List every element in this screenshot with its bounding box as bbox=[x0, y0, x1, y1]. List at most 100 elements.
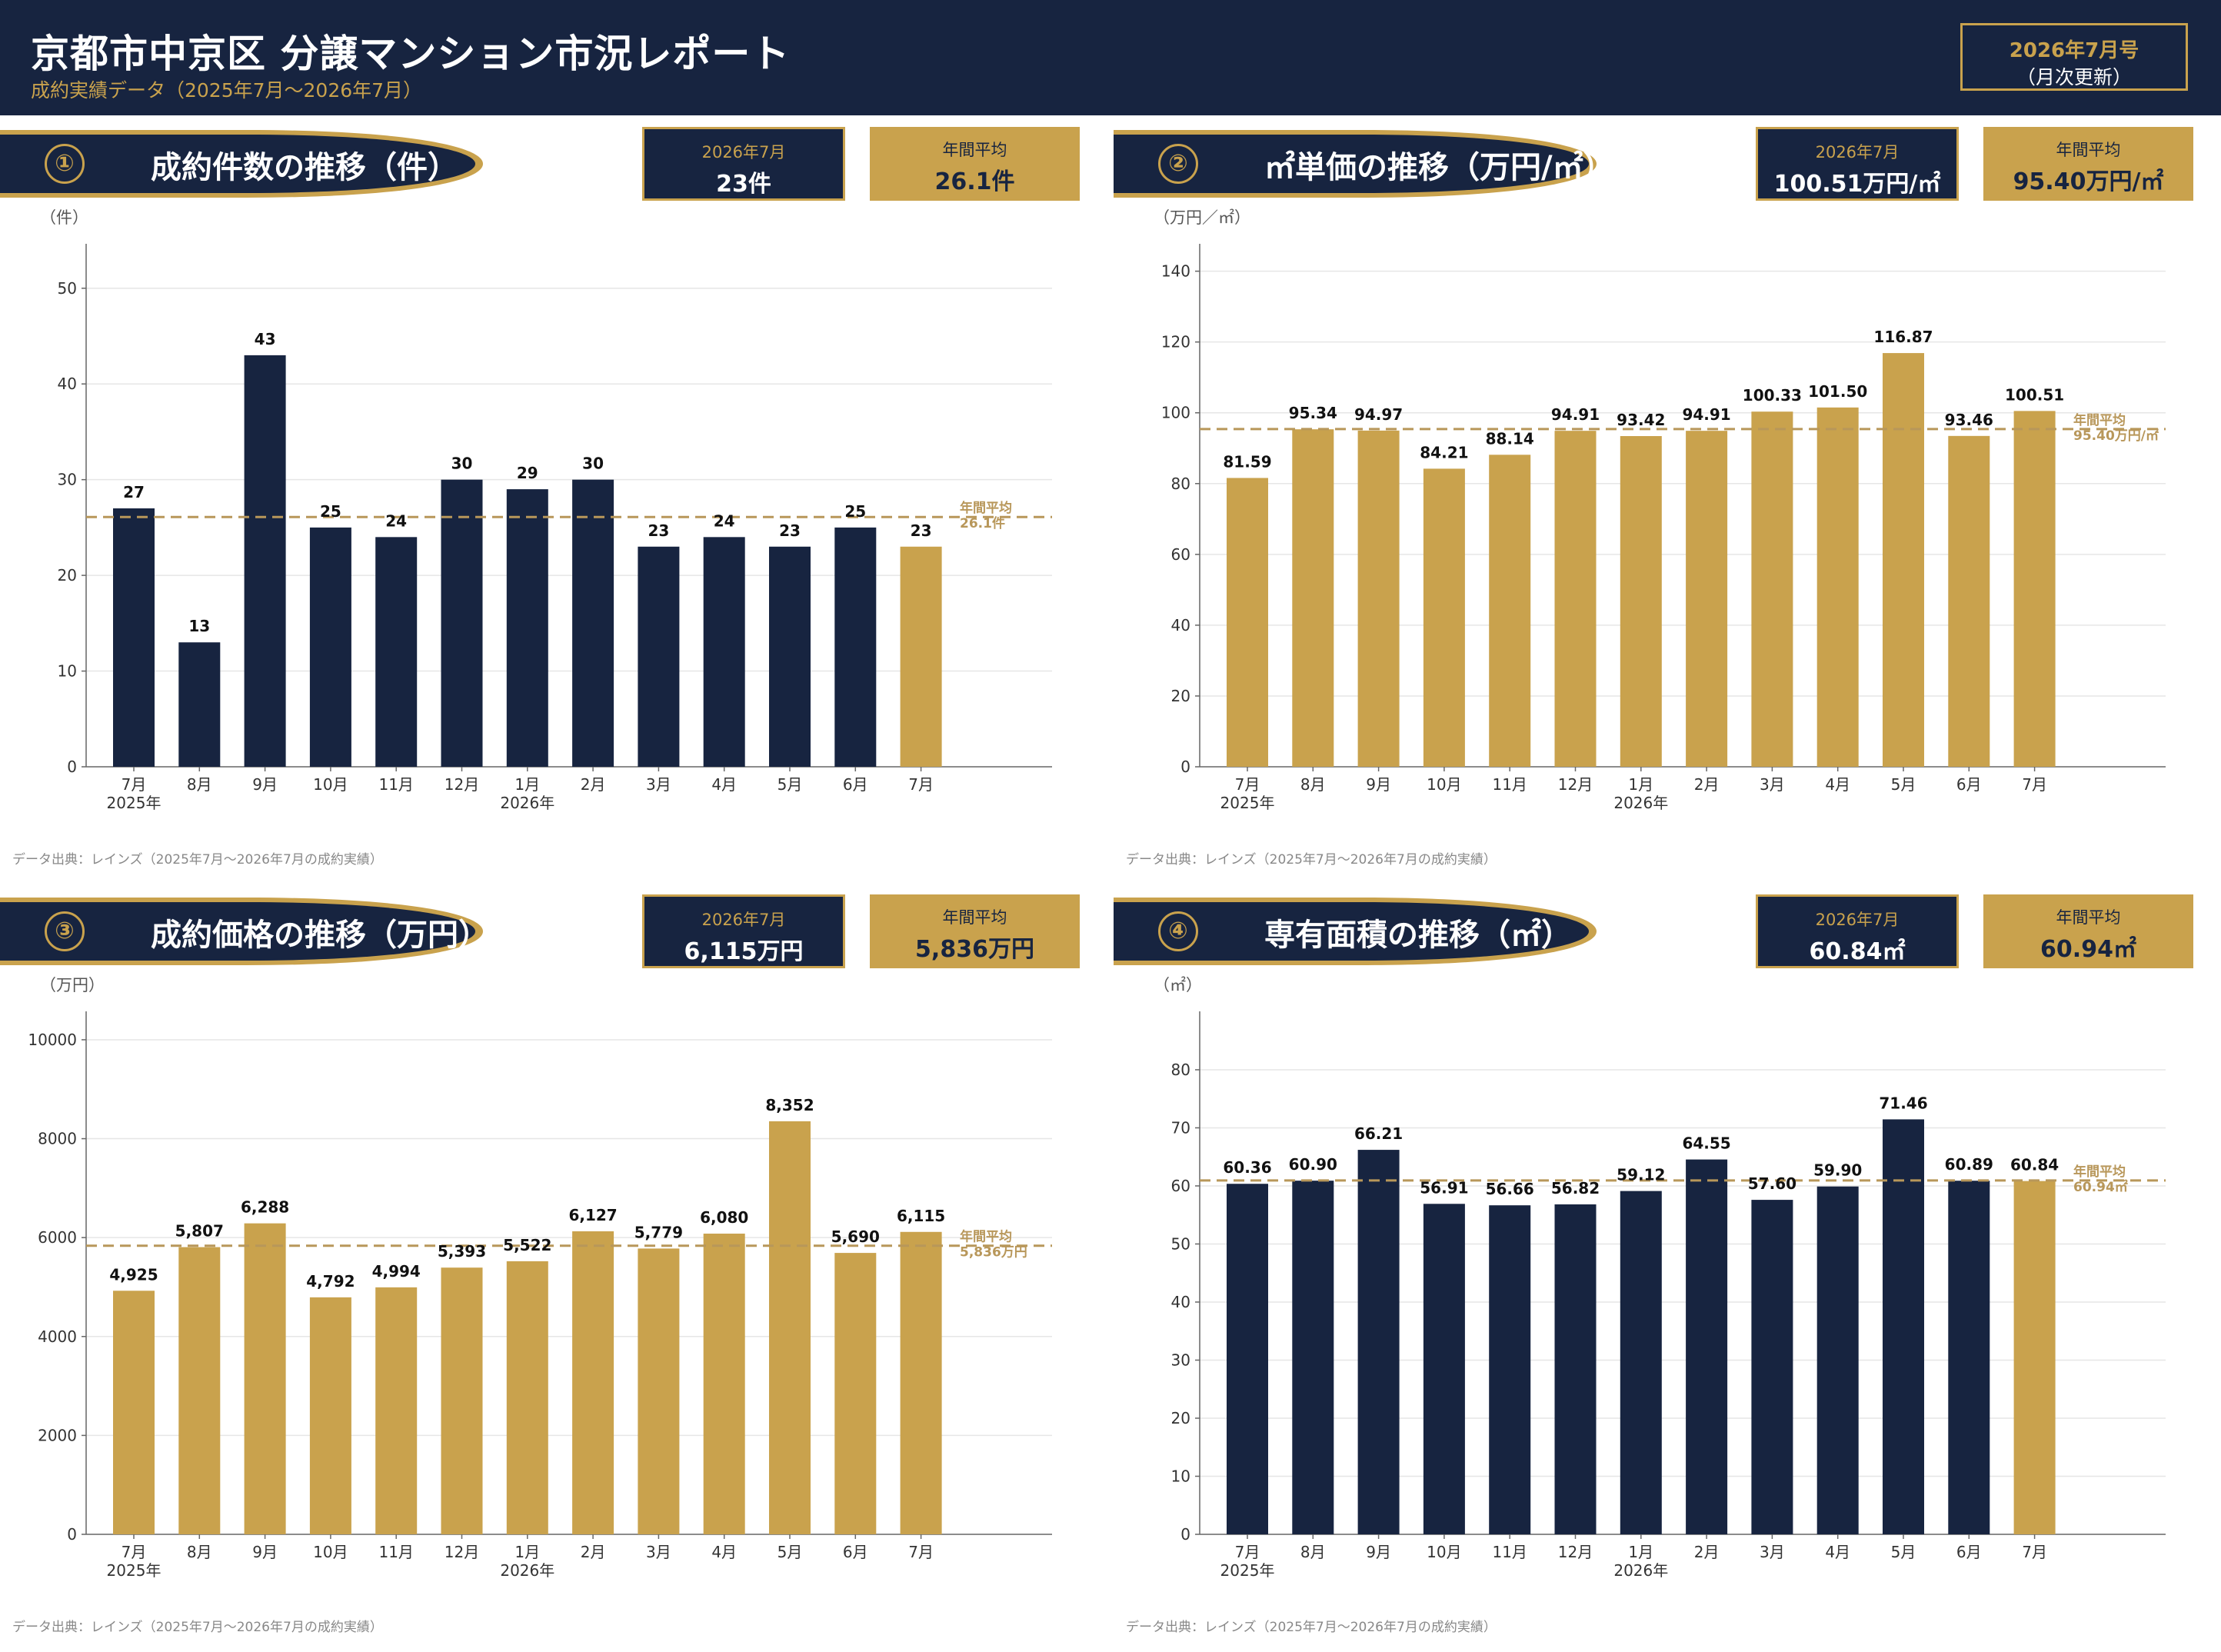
bar bbox=[1686, 431, 1728, 767]
x-tick-label: 8月 bbox=[1300, 775, 1326, 794]
y-tick-label: 10 bbox=[1171, 1467, 1190, 1485]
data-label: 94.91 bbox=[1551, 405, 1600, 424]
bar bbox=[703, 537, 745, 767]
average-value-label: 60.94㎡ bbox=[2073, 1179, 2128, 1195]
issue-badge: 2026年7月号 （月次更新） bbox=[1960, 23, 2188, 91]
y-tick-label: 80 bbox=[1171, 475, 1190, 493]
current-month-label: 2026年7月 bbox=[1815, 911, 1900, 929]
panel-title: 成約価格の推移（万円） bbox=[151, 918, 489, 953]
y-tick-label: 120 bbox=[1161, 333, 1190, 351]
panel-number: ④ bbox=[1158, 911, 1198, 951]
bar bbox=[572, 479, 614, 767]
x-tick-label: 7月 bbox=[1235, 1543, 1260, 1561]
data-label: 100.33 bbox=[1743, 386, 1802, 405]
x-tick-label: 9月 bbox=[1366, 775, 1391, 794]
data-label: 56.82 bbox=[1551, 1179, 1600, 1197]
x-tick-label: 3月 bbox=[646, 775, 671, 794]
annual-average-label: 年間平均 bbox=[942, 908, 1007, 927]
x-tick-label: 8月 bbox=[187, 775, 212, 794]
y-tick-label: 2000 bbox=[38, 1426, 77, 1444]
x-year-label: 2025年 bbox=[1220, 1561, 1275, 1580]
x-tick-label: 5月 bbox=[1891, 1543, 1916, 1561]
annual-average-value: 60.94㎡ bbox=[2040, 936, 2136, 963]
panel-title-banner: ③ 成約価格の推移（万円） bbox=[0, 894, 489, 968]
annual-average-stat: 年間平均 60.94㎡ bbox=[1983, 894, 2193, 968]
x-tick-label: 9月 bbox=[252, 775, 278, 794]
bar bbox=[1227, 478, 1268, 767]
x-tick-label: 10月 bbox=[313, 1543, 348, 1561]
current-month-stat: 2026年7月 23件 bbox=[642, 127, 845, 201]
bar bbox=[900, 1231, 942, 1534]
y-tick-label: 50 bbox=[58, 279, 77, 298]
x-tick-label: 12月 bbox=[1558, 775, 1593, 794]
current-month-value: 6,115万円 bbox=[684, 938, 804, 965]
x-tick-label: 9月 bbox=[1366, 1543, 1391, 1561]
bar bbox=[2013, 1181, 2056, 1534]
x-tick-label: 7月 bbox=[122, 1543, 147, 1561]
bar bbox=[703, 1234, 745, 1534]
bar bbox=[638, 1248, 680, 1534]
bar bbox=[1554, 1204, 1597, 1534]
bar bbox=[1423, 468, 1465, 767]
y-tick-label: 50 bbox=[1171, 1234, 1190, 1253]
x-tick-label: 12月 bbox=[445, 775, 479, 794]
bar bbox=[1751, 1200, 1793, 1534]
bar bbox=[769, 1121, 811, 1534]
bar bbox=[178, 1247, 221, 1534]
current-month-stat: 2026年7月 6,115万円 bbox=[642, 894, 845, 968]
data-label: 60.36 bbox=[1223, 1158, 1271, 1177]
data-label: 24 bbox=[385, 511, 407, 530]
data-label: 64.55 bbox=[1682, 1134, 1730, 1153]
current-month-value: 100.51万円/㎡ bbox=[1773, 171, 1941, 198]
report-subtitle: 成約実績データ（2025年7月〜2026年7月） bbox=[31, 79, 423, 102]
x-tick-label: 7月 bbox=[2022, 1543, 2047, 1561]
report-title: 京都市中京区 分譲マンション市況レポート bbox=[31, 32, 791, 76]
x-tick-label: 6月 bbox=[1956, 1543, 1982, 1561]
bar bbox=[1292, 1181, 1334, 1534]
x-tick-label: 1月 bbox=[514, 1543, 540, 1561]
bar bbox=[1816, 407, 1859, 767]
data-label: 116.87 bbox=[1873, 328, 1933, 346]
annual-average-label: 年間平均 bbox=[942, 141, 1007, 159]
data-label: 71.46 bbox=[1879, 1094, 1927, 1112]
x-tick-label: 5月 bbox=[778, 775, 803, 794]
bar bbox=[834, 1253, 877, 1534]
annual-average-label: 年間平均 bbox=[2056, 908, 2121, 927]
panel-title-banner: ① 成約件数の推移（件） bbox=[0, 127, 483, 201]
y-tick-label: 8000 bbox=[38, 1130, 77, 1148]
bar bbox=[1620, 436, 1662, 767]
data-label: 23 bbox=[648, 521, 669, 540]
annual-average-stat: 年間平均 5,836万円 bbox=[870, 894, 1080, 968]
x-tick-label: 10月 bbox=[313, 775, 348, 794]
bar-chart-transactions: 01020304050年間平均26.1件277月2025年138月439月251… bbox=[58, 244, 1052, 812]
x-tick-label: 12月 bbox=[1558, 1543, 1593, 1561]
current-month-label: 2026年7月 bbox=[1815, 143, 1900, 162]
data-label: 4,792 bbox=[306, 1272, 355, 1291]
x-tick-label: 11月 bbox=[1492, 1543, 1527, 1561]
data-label: 25 bbox=[844, 502, 866, 521]
panel-title: 専有面積の推移（㎡） bbox=[1264, 918, 1572, 953]
data-label: 30 bbox=[451, 455, 473, 473]
data-label: 60.90 bbox=[1289, 1155, 1337, 1174]
y-tick-label: 30 bbox=[1171, 1351, 1190, 1369]
x-tick-label: 7月 bbox=[908, 1543, 934, 1561]
bar bbox=[506, 1261, 548, 1534]
x-tick-label: 7月 bbox=[2022, 775, 2047, 794]
panel-title-banner: ② ㎡単価の推移（万円/㎡） bbox=[1114, 127, 1614, 201]
x-tick-label: 2月 bbox=[581, 775, 606, 794]
y-axis-unit: （件） bbox=[40, 208, 88, 227]
data-label: 94.91 bbox=[1682, 405, 1730, 424]
title-banner-shape bbox=[0, 130, 483, 198]
current-month-label: 2026年7月 bbox=[701, 911, 786, 929]
current-month-value: 23件 bbox=[716, 171, 771, 198]
y-axis-unit: （万円／㎡） bbox=[1154, 208, 1250, 227]
bar bbox=[309, 527, 351, 767]
data-label: 66.21 bbox=[1354, 1124, 1403, 1143]
bar bbox=[1816, 1186, 1859, 1534]
data-label: 101.50 bbox=[1808, 382, 1867, 401]
panel-title: ㎡単価の推移（万円/㎡） bbox=[1264, 150, 1614, 185]
bar bbox=[1489, 455, 1531, 767]
data-label: 94.97 bbox=[1354, 405, 1403, 424]
data-label: 23 bbox=[911, 521, 932, 540]
y-tick-label: 20 bbox=[58, 566, 77, 585]
